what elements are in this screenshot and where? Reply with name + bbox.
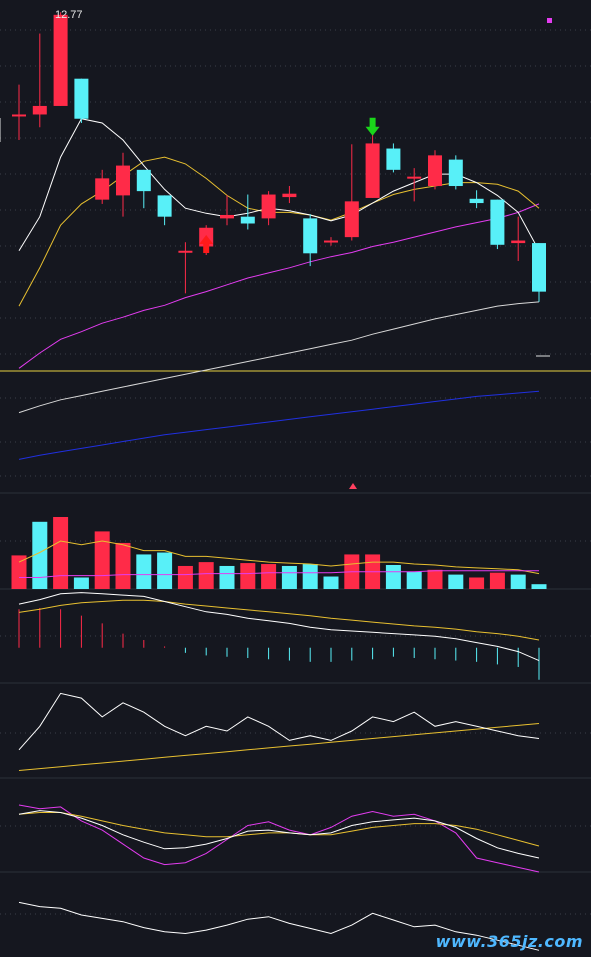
- volume-bar: [385, 565, 401, 589]
- volume-ma-magenta: [19, 570, 539, 578]
- volume-bar: [32, 521, 48, 589]
- volume-bar: [302, 564, 318, 589]
- candle-body: [240, 216, 255, 224]
- candle-body: [365, 143, 380, 198]
- candle-body: [448, 159, 463, 187]
- candle-body: [324, 240, 338, 243]
- volume-bar: [240, 563, 256, 589]
- ma-blue-line: [18, 390, 540, 460]
- volume-bar: [94, 531, 110, 589]
- volume-bar: [281, 565, 297, 589]
- volume-bar: [427, 569, 443, 589]
- volume-bar: [219, 565, 235, 589]
- candle-body: [386, 148, 401, 170]
- buy-arrow-icon: [199, 235, 214, 254]
- volume-bar: [73, 577, 89, 589]
- legend-marker: [547, 18, 552, 23]
- candle-body: [157, 195, 172, 217]
- volume-bar: [448, 574, 464, 589]
- candle-body: [490, 199, 505, 245]
- macd-signal-line: [18, 599, 540, 641]
- ma-grey-line: [18, 301, 540, 414]
- osc1-yellow-line: [18, 723, 540, 771]
- candle-body: [220, 214, 234, 219]
- volume-bar: [157, 552, 173, 589]
- candle-body: [116, 165, 130, 196]
- candle-body: [282, 193, 297, 198]
- ma-magenta-line: [18, 203, 540, 369]
- volume-bar: [177, 565, 193, 589]
- candle-body: [532, 243, 546, 292]
- osc2-magenta-line: [18, 804, 540, 873]
- osc2-yellow-line: [18, 812, 540, 847]
- osc1-white-line: [18, 692, 540, 751]
- volume-bar: [323, 576, 339, 589]
- candle-body: [32, 105, 47, 115]
- high-price-label: 12.77: [55, 9, 83, 21]
- volume-bar: [531, 584, 547, 589]
- candle-body: [74, 78, 89, 119]
- volume-bar: [510, 574, 526, 589]
- volume-ma-yellow: [18, 540, 540, 575]
- osc2-white-line: [18, 810, 540, 859]
- volume-bar: [136, 554, 152, 589]
- candle-body: [407, 176, 422, 179]
- candle-body: [344, 201, 359, 238]
- candle-body: [511, 240, 526, 244]
- volume-bar: [489, 572, 505, 589]
- watermark: www.365jz.com: [435, 932, 583, 951]
- candle-body: [303, 218, 318, 254]
- volume-bar: [198, 562, 214, 589]
- osc3-white-line: [18, 901, 540, 951]
- candle-body: [261, 194, 276, 219]
- candle-body: [178, 250, 193, 253]
- volume-bar: [261, 564, 277, 589]
- candle-body: [428, 155, 442, 187]
- triangle-marker-icon: [349, 483, 357, 489]
- volume-bar: [406, 571, 422, 589]
- volume-bar: [53, 517, 69, 589]
- volume-bar: [469, 577, 485, 589]
- candle-body: [53, 14, 68, 106]
- volume-bar: [115, 542, 131, 589]
- candle-body: [136, 169, 151, 192]
- volume-bar: [11, 555, 27, 589]
- macd-line: [18, 592, 540, 662]
- candle-body: [469, 198, 484, 204]
- sell-arrow-icon: [365, 117, 380, 136]
- candle-body: [95, 178, 110, 200]
- candle-body: [12, 114, 26, 117]
